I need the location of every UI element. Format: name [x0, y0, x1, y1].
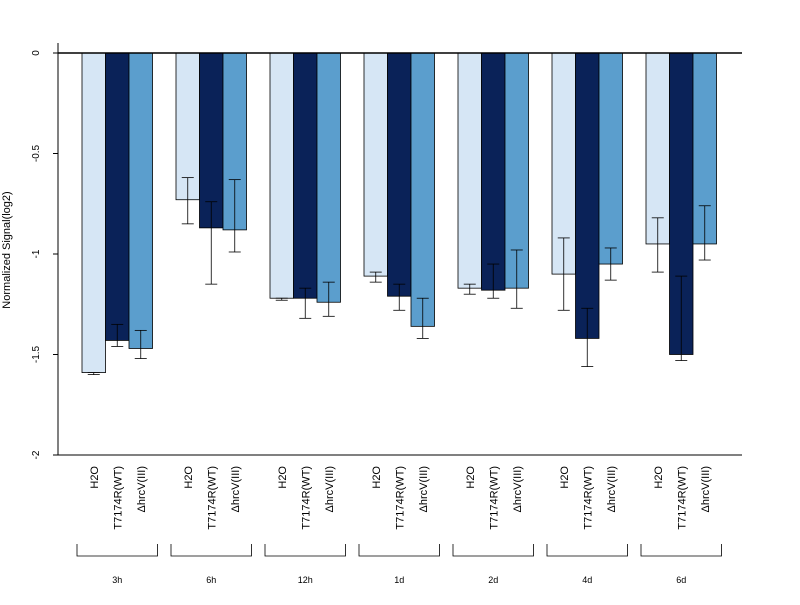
bar: [387, 52, 412, 297]
bar-label: H2O: [277, 466, 289, 489]
group-bracket: [264, 544, 346, 557]
bar: [269, 52, 294, 299]
group-bracket: [452, 544, 534, 557]
bar-label: H2O: [559, 466, 571, 489]
bar-label: H2O: [371, 466, 383, 489]
bar: [645, 52, 670, 245]
bar-label: ΔhrcV(III): [512, 466, 524, 512]
group-label: 4d: [582, 575, 592, 585]
group-label: 1d: [394, 575, 404, 585]
bar-label: H2O: [183, 466, 195, 489]
bar: [105, 52, 130, 341]
bar: [457, 52, 482, 289]
group-bracket: [76, 544, 158, 557]
bar: [128, 52, 153, 349]
bar-label: ΔhrcV(III): [230, 466, 242, 512]
bar-label: ΔhrcV(III): [418, 466, 430, 512]
bar: [81, 52, 106, 373]
group-bracket: [546, 544, 628, 557]
bar-label: ΔhrcV(III): [324, 466, 336, 512]
bar: [481, 52, 506, 291]
group-label: 3h: [112, 575, 122, 585]
bar-label: T7174R(WT): [488, 466, 500, 530]
y-axis-label: Normalized Signal(log2): [1, 191, 13, 308]
bar-label: H2O: [89, 466, 101, 489]
bar-label: H2O: [653, 466, 665, 489]
y-tick-label: 0: [31, 50, 42, 56]
group-label: 6h: [206, 575, 216, 585]
group-bracket: [640, 544, 722, 557]
bar-label: T7174R(WT): [582, 466, 594, 530]
group-bracket: [170, 544, 252, 557]
bar-label: T7174R(WT): [676, 466, 688, 530]
y-tick-label: -2: [31, 450, 42, 459]
bar: [410, 52, 435, 327]
bar: [575, 52, 600, 339]
bar-label: ΔhrcV(III): [136, 466, 148, 512]
bar-label: ΔhrcV(III): [606, 466, 618, 512]
bar-label: T7174R(WT): [112, 466, 124, 530]
group-label: 12h: [298, 575, 313, 585]
y-tick-label: -1.5: [31, 345, 42, 363]
bar: [293, 52, 318, 299]
bar: [598, 52, 623, 265]
group-label: 2d: [488, 575, 498, 585]
bar-label: ΔhrcV(III): [700, 466, 712, 512]
bar-label: H2O: [465, 466, 477, 489]
y-tick-label: -1: [31, 249, 42, 258]
group-bracket: [358, 544, 440, 557]
bar: [363, 52, 388, 277]
bar-label: T7174R(WT): [394, 466, 406, 530]
bar-label: T7174R(WT): [300, 466, 312, 530]
y-tick-label: -0.5: [31, 144, 42, 162]
bar-label: T7174R(WT): [206, 466, 218, 530]
bar: [316, 52, 341, 303]
group-label: 6d: [676, 575, 686, 585]
